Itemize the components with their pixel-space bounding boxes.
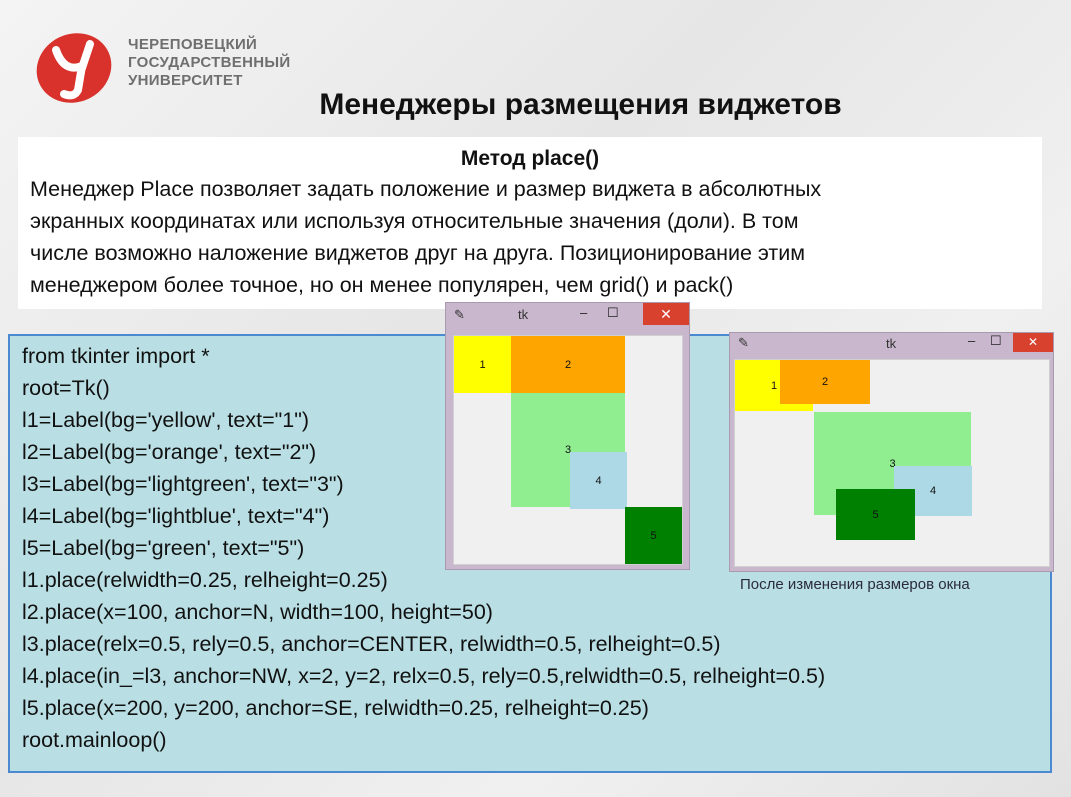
- label-4: 4: [570, 452, 627, 509]
- code-line: l5=Label(bg='green', text="5"): [22, 536, 305, 560]
- description-line: менеджером более точное, но он менее поп…: [30, 273, 734, 297]
- university-logo: [36, 33, 112, 103]
- university-line: УНИВЕРСИТЕТ: [128, 72, 243, 89]
- code-line: root=Tk(): [22, 376, 110, 400]
- slide-title: Менеджеры размещения виджетов: [319, 88, 842, 121]
- description-line: числе возможно наложение виджетов друг н…: [30, 241, 806, 265]
- label-2: 2: [780, 360, 870, 404]
- resized-window-caption: После изменения размеров окна: [740, 576, 970, 593]
- minimize-button[interactable]: –: [968, 333, 976, 348]
- description-line: экранных координатах или используя относ…: [30, 209, 799, 233]
- code-line: l5.place(x=200, y=200, anchor=SE, relwid…: [22, 696, 649, 720]
- university-name: ЧЕРЕПОВЕЦКИЙ ГОСУДАРСТВЕННЫЙ УНИВЕРСИТЕТ: [128, 36, 290, 90]
- tk-window-resized[interactable]: ✎ tk – ☐ ✕ 1 2 3 4 5: [729, 332, 1054, 572]
- window-titlebar[interactable]: ✎ tk – ☐ ✕: [730, 333, 1053, 355]
- code-line: l3.place(relx=0.5, rely=0.5, anchor=CENT…: [22, 632, 721, 656]
- code-line: l1=Label(bg='yellow', text="1"): [22, 408, 310, 432]
- close-button[interactable]: ✕: [1013, 333, 1053, 352]
- label-5: 5: [625, 507, 682, 564]
- feather-icon: ✎: [738, 335, 749, 350]
- code-line: root.mainloop(): [22, 728, 167, 752]
- code-line: l2=Label(bg='orange', text="2"): [22, 440, 317, 464]
- maximize-button[interactable]: ☐: [990, 333, 1002, 348]
- university-line: ГОСУДАРСТВЕННЫЙ: [128, 54, 291, 71]
- window-client-area: 1 2 3 4 5: [734, 359, 1050, 567]
- university-line: ЧЕРЕПОВЕЦКИЙ: [128, 36, 258, 53]
- code-line: l3=Label(bg='lightgreen', text="3"): [22, 472, 344, 496]
- code-line: l4=Label(bg='lightblue', text="4"): [22, 504, 330, 528]
- label-1: 1: [454, 336, 511, 393]
- window-client-area: 1 2 3 4 5: [453, 335, 683, 565]
- code-line: l1.place(relwidth=0.25, relheight=0.25): [22, 568, 388, 592]
- maximize-button[interactable]: ☐: [607, 305, 619, 320]
- code-line: l2.place(x=100, anchor=N, width=100, hei…: [22, 600, 493, 624]
- code-line: l4.place(in_=l3, anchor=NW, x=2, y=2, re…: [22, 664, 826, 688]
- label-2: 2: [511, 336, 625, 393]
- close-button[interactable]: ✕: [643, 303, 689, 325]
- code-line: from tkinter import *: [22, 344, 210, 368]
- window-titlebar[interactable]: ✎ tk – ☐ ✕: [446, 303, 689, 329]
- feather-icon: ✎: [454, 307, 465, 322]
- description-text: Менеджер Place позволяет задать положени…: [18, 173, 1042, 301]
- label-5: 5: [836, 489, 915, 540]
- method-heading: Метод place(): [460, 147, 600, 170]
- window-title: tk: [518, 307, 529, 322]
- tk-window-original[interactable]: ✎ tk – ☐ ✕ 1 2 3 4 5: [445, 302, 690, 570]
- minimize-button[interactable]: –: [580, 305, 588, 320]
- description-line: Менеджер Place позволяет задать положени…: [30, 177, 822, 201]
- description-box: Метод place() Менеджер Place позволяет з…: [18, 137, 1042, 309]
- window-title: tk: [886, 336, 897, 351]
